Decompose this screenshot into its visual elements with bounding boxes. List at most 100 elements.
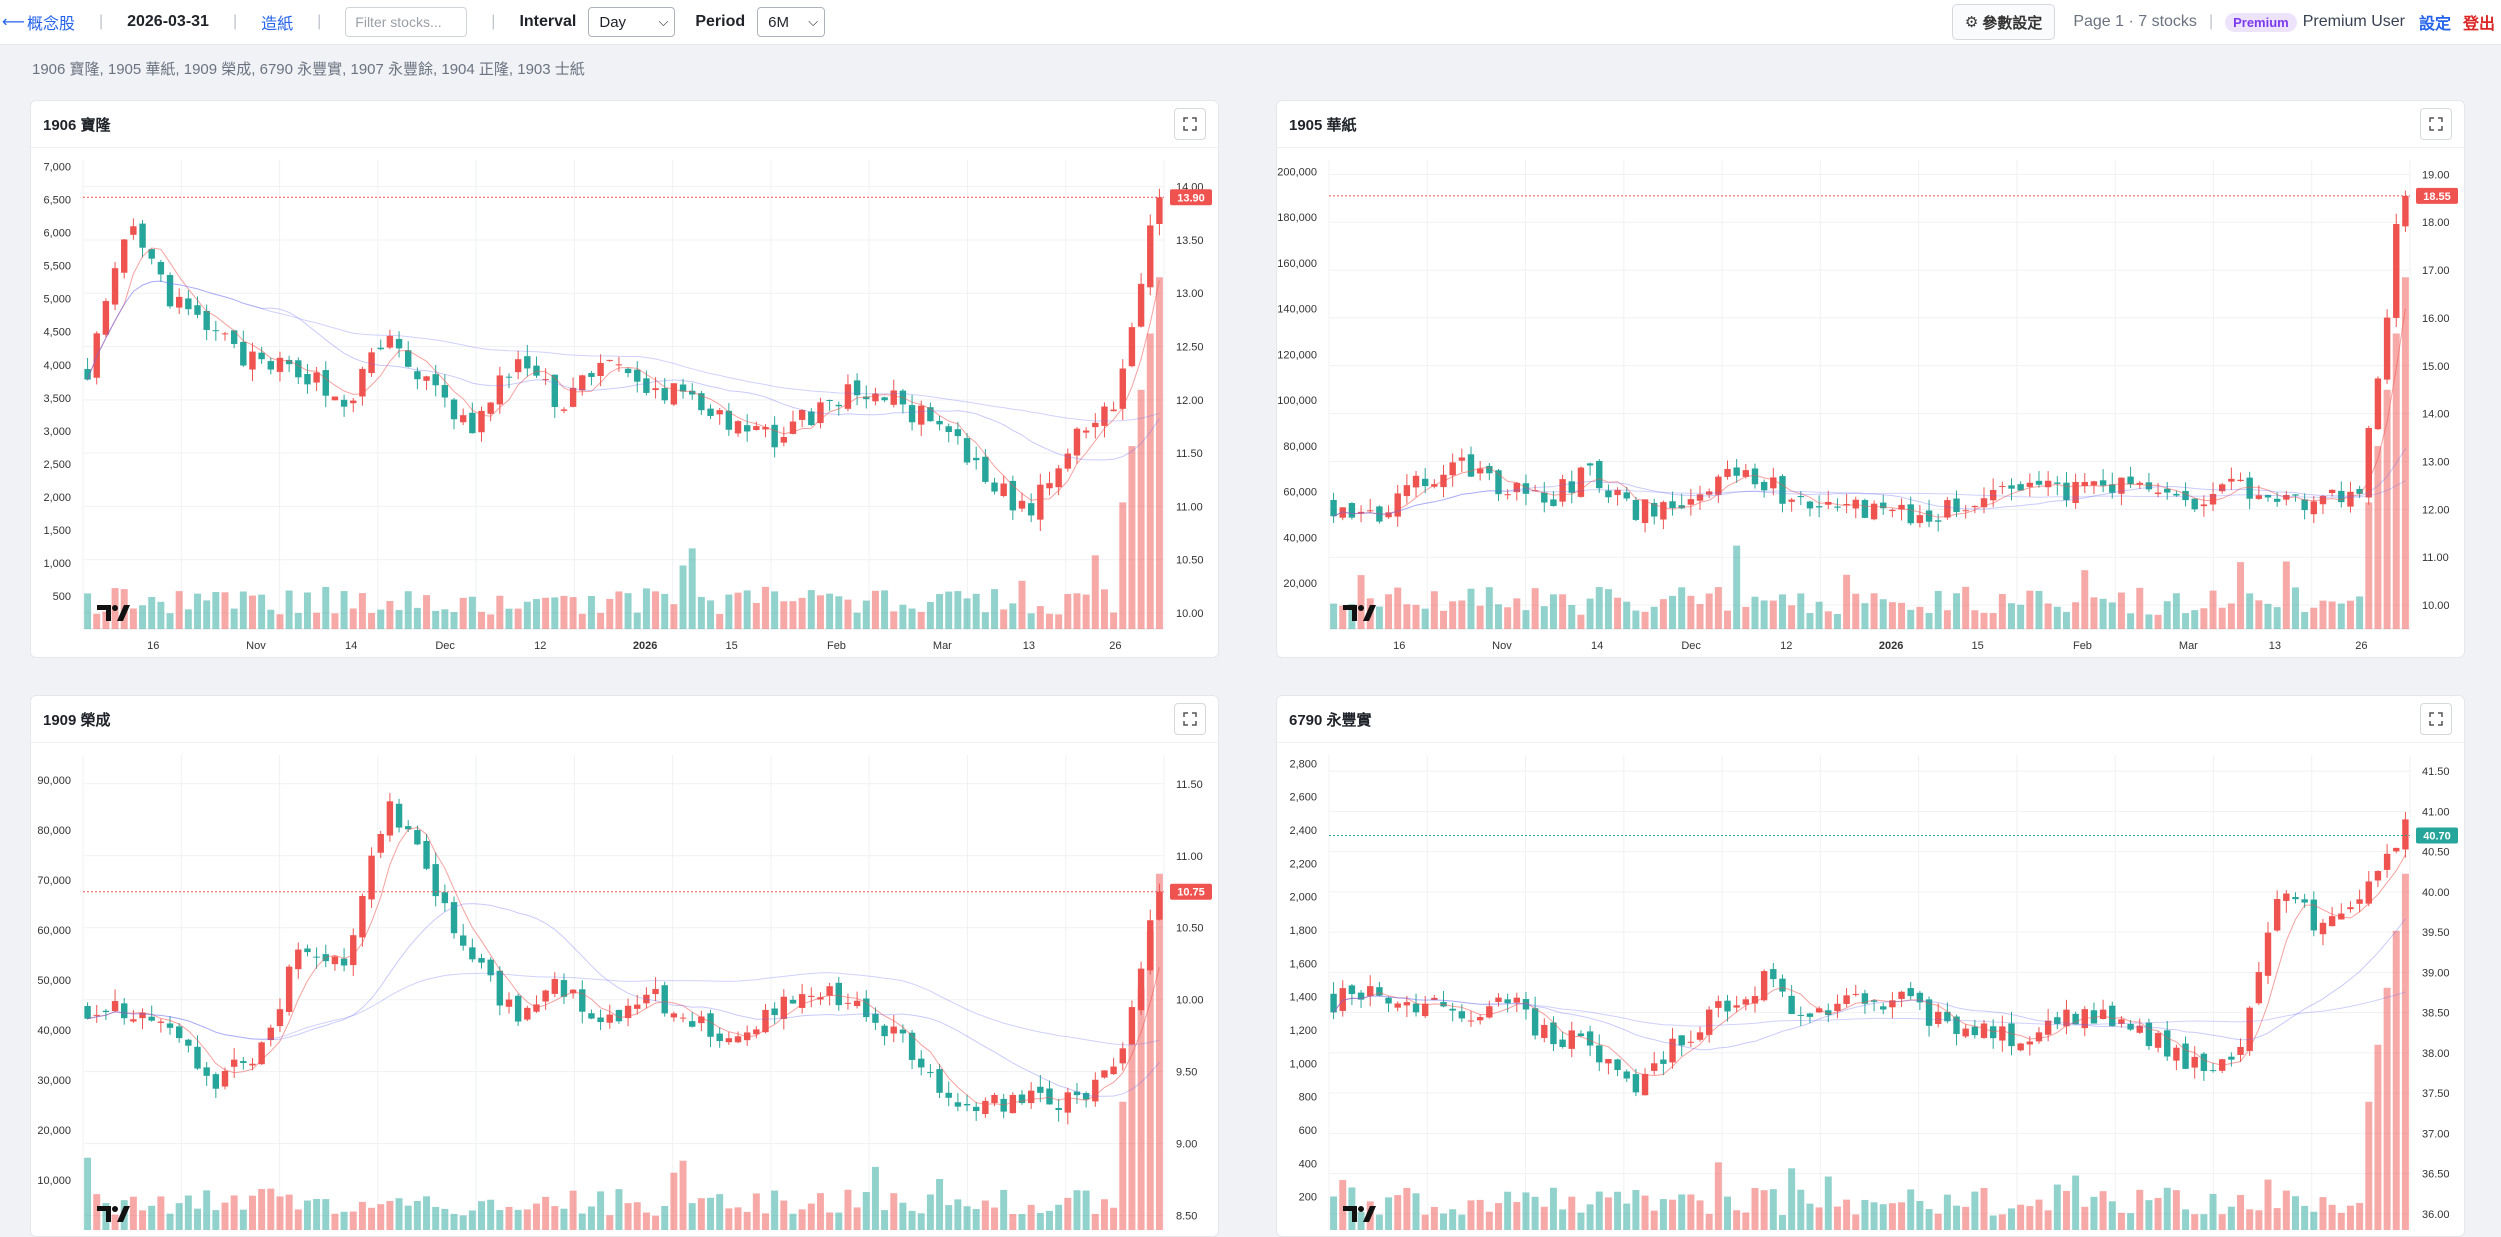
concept-link[interactable]: 造紙 [261,16,294,33]
candle-body [1944,500,1951,518]
candle-body [221,333,229,335]
volume-bar [84,593,92,629]
volume-bar [1659,1199,1667,1230]
candle-body [2090,481,2098,486]
volume-bar [1375,1214,1383,1230]
time-axis-label: 14 [1591,640,1603,652]
volume-bar [2044,1210,2052,1230]
candle-body [2081,1009,2088,1029]
candle-body [2145,1022,2153,1047]
logo-shape [97,605,111,621]
time-axis-label: Mar [2179,640,2198,652]
candle-body [469,947,476,960]
candle-body [304,374,311,385]
volume-bar [340,1211,348,1230]
volume-bar [1100,1199,1108,1230]
fullscreen-button[interactable] [2420,108,2452,140]
fullscreen-button[interactable] [2420,703,2452,735]
fullscreen-button[interactable] [1174,108,1206,140]
moving-average-line [87,903,1160,1097]
back-to-concepts-link[interactable]: ⟵ 概念股 [2,10,75,34]
volume-axis-label: 20,000 [37,1125,71,1137]
candlestick-chart[interactable]: 14.0013.5013.0012.5012.0011.5011.0010.50… [31,148,1218,657]
candle-body [798,994,806,1008]
time-axis-label: Mar [933,640,952,652]
candle-body [1724,469,1731,477]
volume-bar [84,1157,92,1230]
candle-body [1330,993,1337,1013]
candle-body [1623,1071,1630,1079]
candle-body [2292,494,2299,496]
volume-bar [2191,610,2199,629]
candle-body [698,1016,705,1024]
volume-bar [487,1199,495,1230]
volume-bar [358,1201,366,1230]
premium-badge: Premium [2225,12,2297,32]
logout-link[interactable]: 登出 [2462,16,2495,33]
candle-body [148,1016,155,1021]
candle-body [368,855,375,900]
candle-body [441,892,449,904]
candle-body [1073,1091,1081,1096]
settings-link[interactable]: 設定 [2418,16,2451,33]
time-axis-label: 16 [147,640,159,652]
period-select[interactable]: 6M ⌵ [757,7,826,37]
candle-body [1870,1000,1878,1002]
divider: | [232,13,238,30]
tradingview-logo [1343,1206,1376,1222]
candle-body [185,298,192,310]
volume-bar [2072,602,2080,629]
candle-body [560,409,568,411]
volume-bar [1119,1101,1127,1230]
volume-bar [688,1203,696,1230]
volume-bar [1440,1213,1447,1230]
params-button-label: 參數設定 [1982,14,2043,32]
volume-bar [963,598,971,629]
volume-bar [981,1200,989,1230]
volume-bar [184,1195,192,1230]
volume-bar [2319,1197,2327,1230]
volume-axis-label: 20,000 [1283,578,1317,590]
candle-body [1504,494,1511,496]
candle-body [743,1032,751,1041]
volume-bar [862,1192,870,1230]
candle-body [1953,498,1960,513]
volume-bar [1843,1199,1851,1230]
volume-bar [1549,594,1557,629]
candle-body [1531,1008,1539,1036]
panel-title: 1905 華紙 [1289,116,1357,134]
candle-body [1705,1009,1713,1035]
candlestick-chart[interactable]: 19.00 18.00 17.00 16.00 15.00 14.00 13.00 12.00… [1277,148,2464,657]
volume-axis-label: 160,000 [1277,258,1317,270]
candle-body [2099,480,2107,486]
price-axis-label: 41.00 [2422,806,2450,818]
volume-bar [725,1208,733,1230]
time-axis-label: 2026 [633,640,657,652]
candle-body [1101,1070,1108,1078]
volume-bar [2145,1200,2153,1230]
volume-bar [404,1205,412,1230]
volume-axis-label: 2,000 [43,492,71,504]
volume-bar [963,1206,971,1230]
candle-body [102,1010,110,1013]
params-button[interactable]: ⚙ 參數設定 [1951,4,2056,40]
volume-bar [826,593,834,629]
interval-select[interactable]: Day ⌵ [588,7,676,37]
logo-shape [97,1206,111,1222]
volume-axis-label: 30,000 [37,1075,71,1087]
candle-body [918,405,925,425]
volume-bar [1797,1189,1805,1230]
candlestick-chart[interactable]: 41.50 41.00 40.50 40.00 39.50 39.00 38.50 38.00… [1277,743,2464,1236]
candle-body [1962,1028,1969,1037]
candle-body [514,995,522,1022]
volume-bar [2401,873,2409,1230]
stock-filter-input[interactable] [345,7,468,37]
fullscreen-button[interactable] [1174,703,1206,735]
candle-body [1916,515,1924,524]
candle-body [1541,492,1548,503]
volume-bar [2346,600,2354,629]
volume-bar [1155,277,1163,629]
candlestick-chart[interactable]: 11.50 11.00 10.50 10.00 9.50 9.00 8.50 90,000 80… [31,743,1218,1236]
candle-body [285,359,293,365]
candle-body [414,371,421,380]
